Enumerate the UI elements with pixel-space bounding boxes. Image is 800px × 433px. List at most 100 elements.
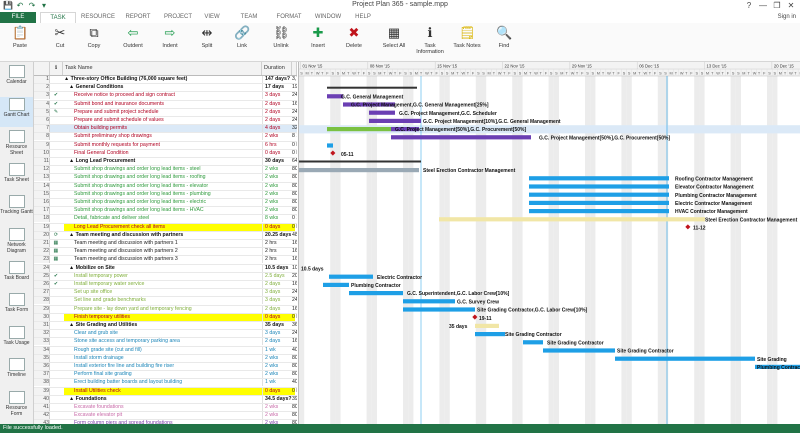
table-row[interactable]: 36 Install exterior fire line and buildin… <box>34 363 297 372</box>
table-row[interactable]: 19 Long Lead Procurement check all items 0… <box>34 223 297 232</box>
link-button[interactable]: 🔗 Link <box>228 25 256 59</box>
view-resource-form[interactable]: Resource Form <box>0 390 33 420</box>
find-button[interactable]: 🔍 Find <box>490 25 518 59</box>
table-row[interactable]: 11 ▲ Long Lead Procurement 30 days640 <box>34 158 297 167</box>
split-button[interactable]: ⇹ Split <box>194 25 220 59</box>
task-information-button[interactable]: ℹ Task Information <box>414 25 446 59</box>
table-row[interactable]: 17 Submit shop drawings and order long le… <box>34 207 297 216</box>
redo-icon[interactable]: ↷ <box>28 1 36 10</box>
table-row[interactable]: 3 ✔ Receive notice to proceed and sign con… <box>34 92 297 101</box>
view-network-diagram[interactable]: Network Diagram <box>0 227 33 257</box>
table-row[interactable]: 18 Detail, fabricate and deliver steel 8 w… <box>34 215 297 224</box>
task-name-header[interactable]: Task Name <box>63 62 262 75</box>
weekend-shade <box>772 76 778 424</box>
table-row[interactable]: 4 ✔ Submit bond and insurance documents 2 d… <box>34 100 297 109</box>
table-row[interactable]: 12 Submit shop drawings and order long le… <box>34 166 297 175</box>
view-timeline[interactable]: Timeline <box>0 357 33 387</box>
view-gantt-chart[interactable]: Gantt Chart <box>0 96 33 127</box>
select-all-button[interactable]: ▦ Select All <box>378 25 410 59</box>
table-row[interactable]: 31 ▲ Site Grading and Utilities 35 days360 <box>34 322 297 331</box>
view-task-board[interactable]: Task Board <box>0 260 33 290</box>
delete-button[interactable]: ✖ Delete <box>340 25 368 59</box>
duration-header[interactable]: Duration <box>262 62 292 75</box>
timescale-day-label: W <box>644 72 648 76</box>
row-id: 6 <box>34 117 50 124</box>
table-row[interactable]: 9 Submit monthly requests for payment 6 hr… <box>34 141 297 150</box>
insert-button[interactable]: ✚ Insert <box>304 25 332 59</box>
sign-in-link[interactable]: Sign in <box>777 14 796 20</box>
task-notes-button[interactable]: 🗒 Task Notes <box>452 25 482 59</box>
view-task-sheet[interactable]: Task Sheet <box>0 162 33 192</box>
table-row[interactable]: 20 ⟳ ▲ Team meeting and discussion with pa… <box>34 231 297 240</box>
help-icon[interactable]: ? <box>746 1 752 10</box>
view-tracking-gantt[interactable]: Tracking Gantt <box>0 194 33 224</box>
paste-button[interactable]: 📋 Paste <box>6 25 34 59</box>
table-row[interactable]: 38 Erect building batter boards and layou… <box>34 379 297 388</box>
tab-project[interactable]: PROJECT <box>163 14 192 20</box>
unlink-button[interactable]: ⛓ Unlink <box>266 25 296 59</box>
gantt-bar-label: G.C. Project Management[10%],G.C. Genera… <box>423 119 561 125</box>
undo-icon[interactable]: ↶ <box>16 1 24 10</box>
weekend-shade <box>403 76 409 424</box>
table-row[interactable]: 5 ✎ Prepare and submit project schedule 2 d… <box>34 108 297 117</box>
tab-help[interactable]: HELP <box>355 14 371 20</box>
table-row[interactable]: 23 ▦ Team meeting and discussion with part… <box>34 256 297 265</box>
gantt-canvas: 01 Nov '15 08 Nov '15 15 Nov '15 22 Nov '15… <box>299 62 800 424</box>
view-task-form[interactable]: Task Form <box>0 292 33 322</box>
table-row[interactable]: 8 Submit preliminary shop drawings 2 wks 8 … <box>34 133 297 142</box>
table-row[interactable]: 16 Submit shop drawings and order long le… <box>34 199 297 208</box>
view-calendar[interactable]: Calendar <box>0 64 33 94</box>
table-row[interactable]: 22 ▦ Team meeting and discussion with part… <box>34 248 297 257</box>
quick-access-dropdown-icon[interactable]: ▾ <box>41 1 46 10</box>
tab-team[interactable]: TEAM <box>240 14 258 20</box>
table-row[interactable]: 15 Submit shop drawings and order long le… <box>34 190 297 199</box>
tab-report[interactable]: REPORT <box>125 14 151 20</box>
table-row[interactable]: 14 Submit shop drawings and order long le… <box>34 182 297 191</box>
tab-view[interactable]: VIEW <box>204 14 220 20</box>
close-icon[interactable]: ✕ <box>787 1 795 10</box>
indent-button[interactable]: ⇨ Indent <box>156 25 184 59</box>
view-task-usage[interactable]: Task Usage <box>0 325 33 355</box>
table-row[interactable]: 13 Submit shop drawings and order long le… <box>34 174 297 183</box>
copy-button[interactable]: ⧉ Copy <box>80 25 108 59</box>
tab-resource[interactable]: RESOURCE <box>80 14 115 20</box>
row-id: 29 <box>34 305 50 313</box>
table-row[interactable]: 33 Stone site access and temporary parkin… <box>34 338 297 347</box>
cost-header[interactable] <box>292 62 297 75</box>
save-icon[interactable]: 💾 <box>3 1 13 10</box>
table-row[interactable]: 21 ▦ Team meeting and discussion with part… <box>34 240 297 249</box>
tab-file[interactable]: FILE <box>0 12 36 23</box>
table-row[interactable]: 40 ▲ Foundations 34.5 days?392 <box>34 395 297 404</box>
restore-icon[interactable]: ❐ <box>773 1 781 10</box>
task-extra: 0 h <box>292 387 297 394</box>
table-row[interactable]: 6 Prepare and submit schedule of values 2 … <box>34 117 297 126</box>
tab-format[interactable]: FORMAT <box>276 14 302 20</box>
table-row[interactable]: 24 ▲ Mobilize on Site 10.5 days104 <box>34 264 297 273</box>
info-column-header[interactable]: ℹ <box>50 62 63 75</box>
table-row[interactable]: 28 Set line and grade benchmarks 3 days 24 … <box>34 297 297 306</box>
cut-button[interactable]: ✂ Cut <box>46 25 74 59</box>
table-row[interactable]: 1 ▲ Three-story Office Building (76,000 s… <box>34 76 297 85</box>
outdent-button[interactable]: ⇦ Outdent <box>118 25 148 59</box>
tab-window[interactable]: WINDOW <box>314 14 342 20</box>
task-name: Prepare site - lay down yard and tempora… <box>74 305 192 312</box>
table-row[interactable]: 29 Prepare site - lay down yard and tempo… <box>34 305 297 314</box>
view-resource-sheet[interactable]: Resource Sheet <box>0 129 33 159</box>
table-row[interactable]: 43 Form column piers and spread foundatio… <box>34 420 297 424</box>
table-row[interactable]: 26 ✔ Install temporary water service 2 days… <box>34 281 297 290</box>
table-row[interactable]: 34 Rough grade site (cut and fill) 1 wk 40 … <box>34 346 297 355</box>
minimize-icon[interactable]: — <box>759 1 767 10</box>
task-bar <box>323 282 349 287</box>
